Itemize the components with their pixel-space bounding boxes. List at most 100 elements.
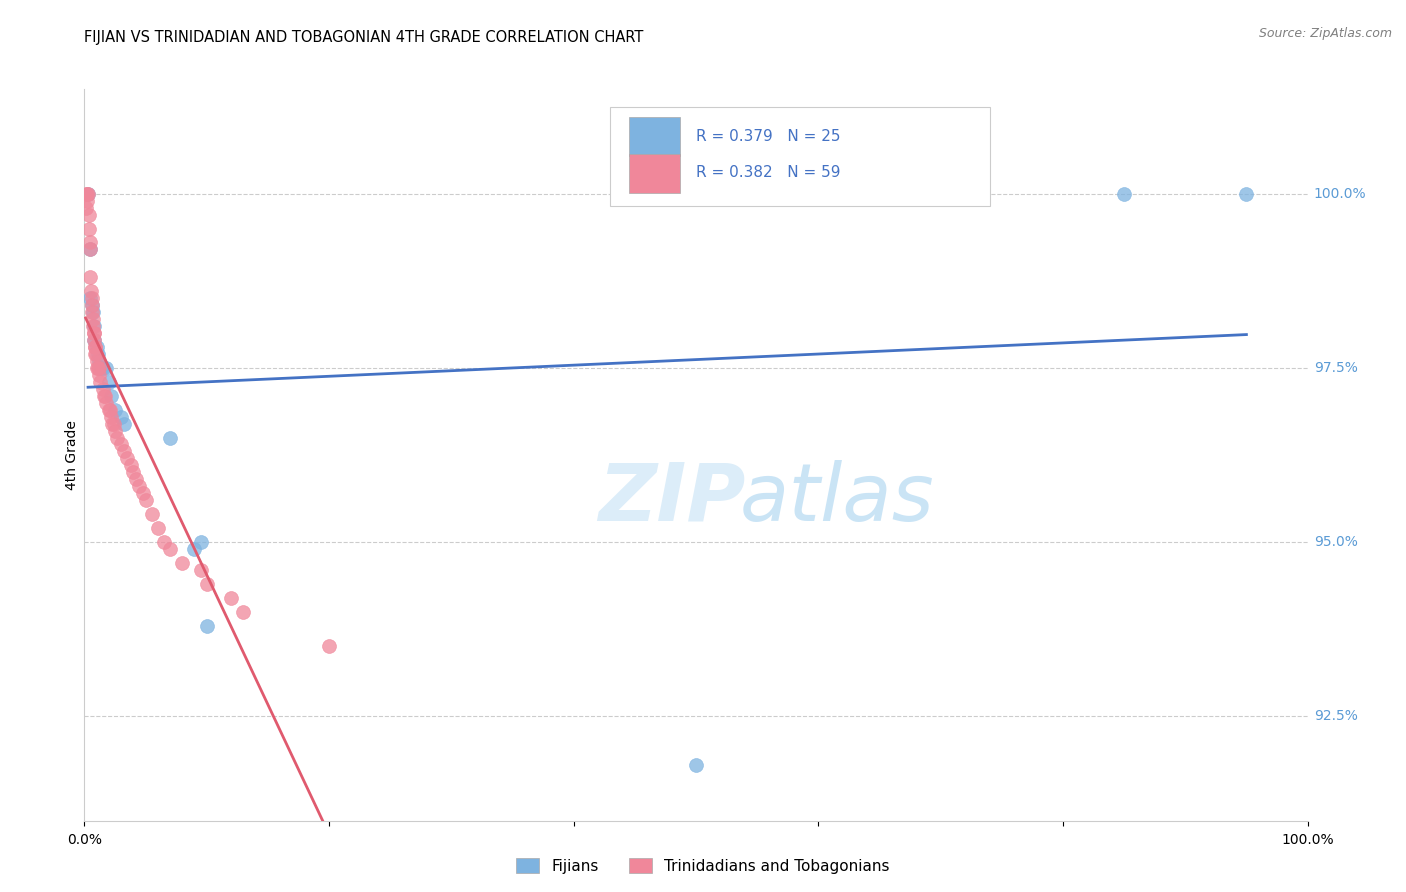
Point [82,312,104,326]
Point [135,493,157,508]
Point [83,333,105,347]
Text: R = 0.382   N = 59: R = 0.382 N = 59 [696,165,841,180]
Point [104,402,127,417]
Point [80,284,103,298]
Point [82,305,104,319]
Point [87,360,110,375]
Point [79,235,101,250]
Point [77,186,100,201]
Point [1114,186,1136,201]
Point [87,347,110,361]
Point [110,409,132,424]
Point [79,243,101,257]
Point [100,389,122,403]
Point [105,430,128,444]
Point [318,640,340,654]
Point [232,605,254,619]
Point [195,618,218,632]
Point [159,430,181,444]
Point [79,243,101,257]
Point [100,409,122,424]
Point [159,541,181,556]
Point [77,186,100,201]
Point [93,389,115,403]
Point [86,354,108,368]
Point [84,347,107,361]
Point [76,186,98,201]
Text: atlas: atlas [740,459,934,538]
Point [97,375,120,389]
Text: 95.0%: 95.0% [1313,535,1358,549]
Point [141,507,163,521]
Point [120,458,142,473]
Text: Source: ZipAtlas.com: Source: ZipAtlas.com [1258,27,1392,40]
Point [83,326,105,340]
Point [86,340,108,354]
Legend: Fijians, Trinidadians and Tobagonians: Fijians, Trinidadians and Tobagonians [510,852,896,880]
Point [84,340,107,354]
Point [89,375,111,389]
Y-axis label: 4th Grade: 4th Grade [65,420,79,490]
Point [98,402,121,417]
Point [172,556,194,570]
Point [83,326,105,340]
Point [83,333,105,347]
Point [190,563,212,577]
Point [86,360,108,375]
Point [1234,186,1257,201]
FancyBboxPatch shape [628,154,681,193]
Point [80,291,103,305]
Point [122,466,145,480]
Point [83,340,105,354]
Point [103,417,125,431]
Text: 97.5%: 97.5% [1313,361,1358,375]
Point [90,360,112,375]
Text: 100.0%: 100.0% [1313,186,1367,201]
Point [76,194,98,208]
Point [83,319,105,334]
Point [146,521,169,535]
Point [112,444,135,458]
Text: 100.0%: 100.0% [1281,833,1334,847]
Point [195,576,218,591]
Text: 92.5%: 92.5% [1313,709,1358,723]
FancyBboxPatch shape [628,118,681,156]
Point [104,424,127,438]
Point [77,221,100,235]
Point [115,451,138,466]
Point [84,347,107,361]
Point [82,305,104,319]
Point [112,417,135,431]
Point [153,535,176,549]
Point [685,758,707,772]
Point [219,591,242,605]
Text: FIJIAN VS TRINIDADIAN AND TOBAGONIAN 4TH GRADE CORRELATION CHART: FIJIAN VS TRINIDADIAN AND TOBAGONIAN 4TH… [84,29,644,45]
Point [79,291,101,305]
Point [190,535,212,549]
Point [87,368,110,382]
Point [132,486,155,500]
Text: 0.0%: 0.0% [67,833,101,847]
Point [82,319,104,334]
Point [125,472,148,486]
Point [80,298,103,312]
Point [91,360,114,375]
Point [183,541,205,556]
Point [87,354,110,368]
Point [97,402,120,417]
Point [91,382,114,396]
Text: R = 0.379   N = 25: R = 0.379 N = 25 [696,128,841,144]
Point [75,186,97,201]
Point [94,389,117,403]
Point [77,208,100,222]
Point [101,417,124,431]
Text: ZIP: ZIP [598,459,745,538]
Point [79,270,101,285]
Point [75,201,97,215]
Point [110,437,132,451]
Point [96,360,118,375]
Point [128,479,150,493]
Point [80,298,103,312]
FancyBboxPatch shape [610,108,990,206]
Point [87,360,110,375]
